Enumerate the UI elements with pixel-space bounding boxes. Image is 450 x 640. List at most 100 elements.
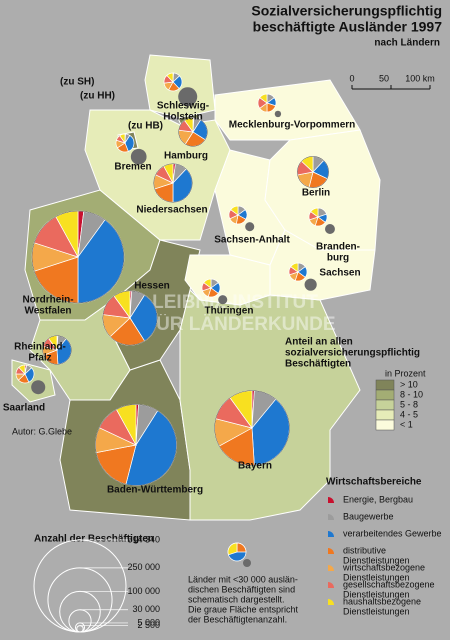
state-label: Niedersachsen	[136, 205, 207, 216]
pie-slice	[259, 93, 268, 104]
state-label: Mecklenburg-Vorpommern	[229, 120, 356, 131]
schematic-slice	[227, 542, 238, 556]
size-note: Länder mit <30 000 auslän-	[188, 574, 298, 584]
state-label: burg	[327, 253, 349, 264]
employee-area	[274, 110, 282, 118]
legend-sector	[328, 497, 334, 503]
legend-label: Baugewerbe	[343, 511, 394, 521]
employee-area	[130, 148, 147, 165]
state-label: Schleswig-	[157, 101, 209, 112]
legend-sector	[328, 514, 334, 520]
size-label: 5 000	[137, 617, 160, 627]
state-label: Westfalen	[24, 306, 71, 317]
legend-swatch	[375, 409, 395, 421]
state-label: Saarland	[3, 403, 45, 414]
legend-label: haushaltsbezogene	[343, 596, 421, 606]
size-label: 514 340	[127, 534, 160, 544]
scale-label: 50	[379, 73, 389, 83]
author: Autor: G.Glebe	[12, 426, 72, 436]
pie-slice	[230, 205, 239, 216]
state-label: Hessen	[134, 281, 170, 292]
size-label: 100 000	[127, 586, 160, 596]
share-legend-title: Beschäftigten	[285, 359, 351, 370]
inset-note: (zu SH)	[60, 77, 94, 88]
state-label: Holstein	[163, 112, 202, 123]
legend-label: wirtschaftsbezogene	[342, 562, 425, 572]
scale-label: 0	[349, 73, 354, 83]
title: Sozialversicherungspflichtig	[251, 3, 442, 19]
pie-slice	[18, 364, 26, 375]
legend-label: verarbeitendes Gewerbe	[343, 528, 442, 538]
title: beschäftigte Ausländer 1997	[253, 19, 443, 35]
legend-label: Dienstleistungen	[343, 555, 410, 565]
size-note: Die graue Fläche entspricht	[188, 604, 299, 614]
state-label: Thüringen	[205, 306, 254, 317]
pie-outline	[31, 210, 125, 304]
size-label: 2 500	[137, 620, 160, 630]
share-legend-title: Anteil an allen	[285, 337, 353, 348]
legend-label: 8 - 10	[400, 389, 423, 399]
share-legend-title: sozialversicherungspflichtig	[285, 348, 420, 359]
state-label: Berlin	[302, 188, 330, 199]
legend-label: Energie, Bergbau	[343, 494, 413, 504]
size-label: 250 000	[127, 562, 160, 572]
pie-slice	[310, 207, 319, 218]
state-label: Nordrhein-	[22, 295, 73, 306]
size-note: schematisch dargestellt.	[188, 594, 285, 604]
pie-outline	[178, 117, 208, 147]
legend-sector	[328, 531, 334, 537]
size-label: 30 000	[132, 604, 160, 614]
legend-label: 5 - 8	[400, 399, 418, 409]
watermark: FÜR LÄNDERKUNDE	[144, 314, 335, 335]
state-label: Baden-Württemberg	[107, 485, 203, 496]
pie-slice	[203, 278, 212, 289]
legend-label: gesellschaftsbezogene	[343, 579, 435, 589]
share-legend-unit: in Prozent	[385, 368, 426, 378]
state-label: Pfalz	[28, 353, 51, 364]
legend-swatch	[375, 419, 395, 431]
map-content: Sozialversicherungspflichtig beschäftigt…	[3, 3, 443, 633]
state-area	[269, 229, 376, 301]
legend-label: Dienstleistungen	[343, 572, 410, 582]
state-label: Rheinland-	[14, 342, 66, 353]
legend-label: > 10	[400, 379, 418, 389]
legend-swatch	[375, 399, 395, 411]
state-label: Bayern	[238, 461, 272, 472]
pie-outline	[102, 290, 158, 346]
pie-slice	[290, 262, 299, 273]
size-note: dischen Beschäftigten sind	[188, 584, 295, 594]
sector-legend-title: Wirtschaftsbereiche	[326, 477, 422, 488]
legend-swatch	[375, 389, 395, 401]
legend-label: 4 - 5	[400, 409, 418, 419]
pie-outline	[297, 156, 329, 188]
employee-area	[178, 87, 198, 107]
scale-label: 100 km	[405, 73, 435, 83]
legend-swatch	[375, 379, 395, 391]
state-label: Hamburg	[164, 151, 208, 162]
watermark: LEIBNIZ-INSTITUT	[152, 292, 318, 313]
legend-label: < 1	[400, 419, 413, 429]
subtitle: nach Ländern	[374, 38, 440, 49]
state-label: Sachsen	[319, 268, 360, 279]
employee-area	[304, 278, 317, 291]
inset-note: (zu HB)	[128, 121, 163, 132]
employee-area	[325, 224, 335, 234]
pie-outline	[214, 390, 290, 466]
size-note: der Beschäftigtenanzahl.	[188, 614, 287, 624]
legend-label: Dienstleistungen	[343, 606, 410, 616]
pie-outline	[153, 163, 193, 203]
pie-outline	[42, 335, 72, 365]
legend-sector	[328, 565, 334, 571]
pie-slice	[166, 72, 174, 83]
legend-sector	[328, 599, 334, 605]
employee-area	[31, 380, 46, 395]
inset-note: (zu HH)	[80, 91, 115, 102]
legend-sector	[328, 548, 334, 554]
employee-area	[218, 295, 228, 305]
legend-label: Dienstleistungen	[343, 589, 410, 599]
pie-outline	[95, 404, 177, 486]
schematic-gray	[243, 559, 251, 567]
legend-sector	[328, 582, 334, 588]
pie-slice	[119, 133, 126, 145]
